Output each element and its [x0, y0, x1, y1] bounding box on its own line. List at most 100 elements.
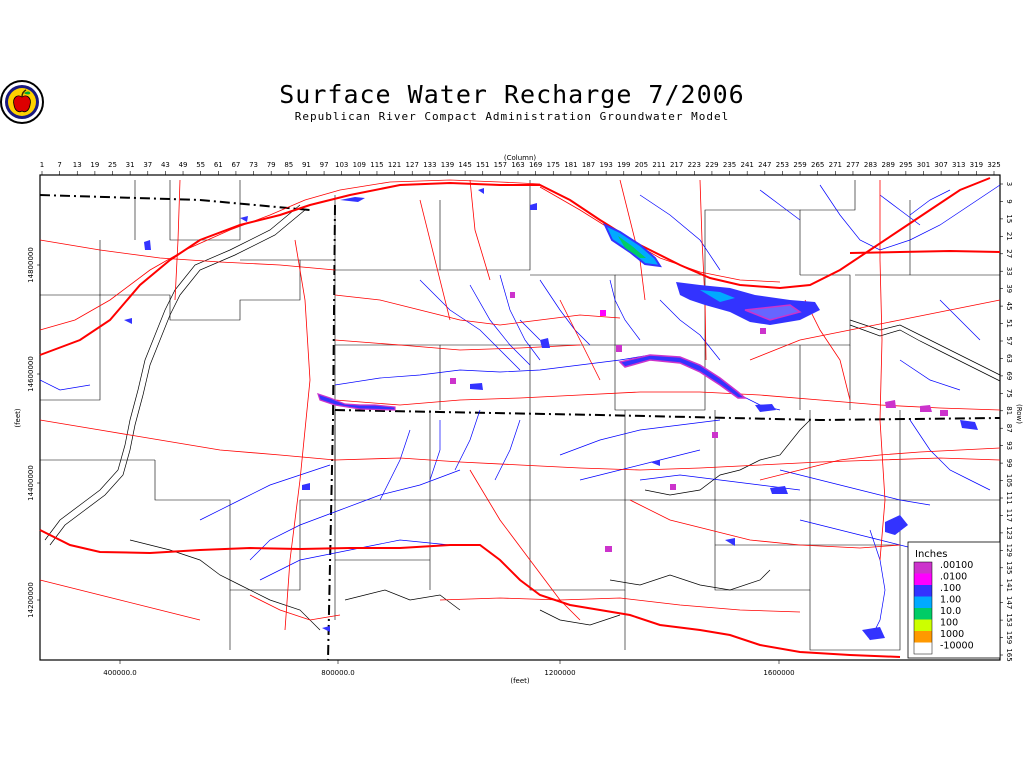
top-tick-label: 223 — [688, 161, 701, 169]
top-tick-label: 175 — [547, 161, 560, 169]
legend-swatch — [914, 642, 932, 654]
top-tick-label: 163 — [511, 161, 524, 169]
recharge-cells — [124, 188, 978, 640]
top-tick-label: 169 — [529, 161, 542, 169]
right-tick-label: 111 — [1005, 491, 1013, 504]
top-tick-label: 313 — [952, 161, 965, 169]
right-tick-label: 39 — [1005, 284, 1013, 293]
left-axis-label: (feet) — [14, 408, 22, 428]
right-tick-label: 69 — [1005, 371, 1013, 380]
top-tick-label: 235 — [723, 161, 736, 169]
legend-label: 1.00 — [940, 595, 961, 606]
top-tick-label: 199 — [617, 161, 630, 169]
top-tick-label: 217 — [670, 161, 683, 169]
right-tick-label: 165 — [1005, 648, 1013, 661]
left-tick-label: 14800000 — [27, 247, 35, 283]
top-tick-label: 289 — [882, 161, 895, 169]
top-tick-label: 241 — [740, 161, 753, 169]
top-tick-label: 85 — [284, 161, 293, 169]
bottom-tick-label: 800000.0 — [321, 669, 354, 677]
top-tick-label: 139 — [441, 161, 454, 169]
top-tick-label: 127 — [406, 161, 419, 169]
top-tick-label: 133 — [423, 161, 436, 169]
right-tick-label: 129 — [1005, 544, 1013, 557]
right-tick-label: 135 — [1005, 561, 1013, 574]
agency-logo — [0, 80, 44, 124]
legend-swatch — [914, 619, 932, 631]
top-tick-label: 49 — [179, 161, 188, 169]
top-tick-label: 157 — [494, 161, 507, 169]
map-frame — [39, 174, 1001, 661]
top-tick-label: 97 — [320, 161, 329, 169]
top-tick-label: 187 — [582, 161, 595, 169]
legend-swatch — [914, 573, 932, 585]
legend-label: -10000 — [940, 641, 974, 652]
top-tick-label: 73 — [249, 161, 258, 169]
top-tick-label: 55 — [196, 161, 205, 169]
top-tick-label: 325 — [987, 161, 1000, 169]
legend-swatch — [914, 562, 932, 574]
top-tick-label: 253 — [776, 161, 789, 169]
top-tick-label: 31 — [126, 161, 135, 169]
top-tick-label: 25 — [108, 161, 117, 169]
right-tick-label: 153 — [1005, 613, 1013, 626]
legend-swatch — [914, 631, 932, 643]
right-tick-label: 141 — [1005, 579, 1013, 592]
top-tick-label: 265 — [811, 161, 824, 169]
left-tick-label: 14200000 — [27, 582, 35, 618]
top-tick-label: 109 — [353, 161, 366, 169]
bottom-tick-label: 400000.0 — [103, 669, 136, 677]
right-tick-label: 147 — [1005, 596, 1013, 609]
right-tick-label: 51 — [1005, 319, 1013, 328]
top-tick-label: 181 — [564, 161, 577, 169]
legend-colorbar-frame — [913, 561, 933, 655]
left-tick-label: 14400000 — [27, 465, 35, 501]
top-tick-label: 229 — [705, 161, 718, 169]
right-tick-label: 87 — [1005, 424, 1013, 433]
legend-title: Inches — [915, 549, 948, 560]
top-tick-label: 283 — [864, 161, 877, 169]
top-tick-label: 307 — [934, 161, 947, 169]
top-tick-label: 61 — [214, 161, 223, 169]
bottom-axis-ticks: 400000.0 800000.0 1200000 1600000 — [103, 660, 795, 677]
right-tick-label: 63 — [1005, 354, 1013, 363]
right-tick-label: 117 — [1005, 509, 1013, 522]
top-tick-label: 67 — [231, 161, 240, 169]
right-tick-label: 93 — [1005, 441, 1013, 450]
left-axis-ticks: 14800000 14600000 14400000 14200000 — [27, 247, 40, 618]
bottom-tick-label: 1200000 — [544, 669, 575, 677]
right-tick-label: 33 — [1005, 267, 1013, 276]
top-tick-label: 7 — [57, 161, 61, 169]
right-tick-label: 57 — [1005, 337, 1013, 346]
right-tick-label: 75 — [1005, 389, 1013, 398]
right-tick-label: 45 — [1005, 302, 1013, 311]
top-tick-label: 115 — [370, 161, 383, 169]
legend-label: 10.0 — [940, 606, 961, 617]
legend-swatch — [914, 596, 932, 608]
map-subtitle: Republican River Compact Administration … — [294, 110, 730, 123]
right-tick-label: 27 — [1005, 249, 1013, 258]
top-tick-label: 43 — [161, 161, 170, 169]
state-borders — [39, 194, 1001, 661]
top-tick-label: 277 — [846, 161, 859, 169]
basin-boundary — [44, 204, 1001, 631]
right-tick-label: 15 — [1005, 214, 1013, 223]
top-tick-label: 13 — [73, 161, 82, 169]
top-axis-label: (Column) — [504, 154, 537, 162]
top-tick-label: 79 — [267, 161, 276, 169]
top-axis-ticks: 1 7 13 19 25 31 37 43 49 55 61 67 73 79 85 91 97 103 109 11… — [40, 161, 1001, 175]
right-tick-label: 9 — [1005, 199, 1013, 203]
top-tick-label: 295 — [899, 161, 912, 169]
top-tick-label: 103 — [335, 161, 348, 169]
top-tick-label: 271 — [829, 161, 842, 169]
right-tick-label: 105 — [1005, 474, 1013, 487]
top-tick-label: 121 — [388, 161, 401, 169]
right-tick-label: 3 — [1005, 182, 1013, 186]
right-tick-label: 21 — [1005, 232, 1013, 241]
top-tick-label: 319 — [970, 161, 983, 169]
right-axis-label: (Row) — [1015, 404, 1023, 424]
top-tick-label: 145 — [458, 161, 471, 169]
legend-label: .100 — [940, 583, 961, 594]
bottom-axis-label: (feet) — [510, 677, 530, 685]
